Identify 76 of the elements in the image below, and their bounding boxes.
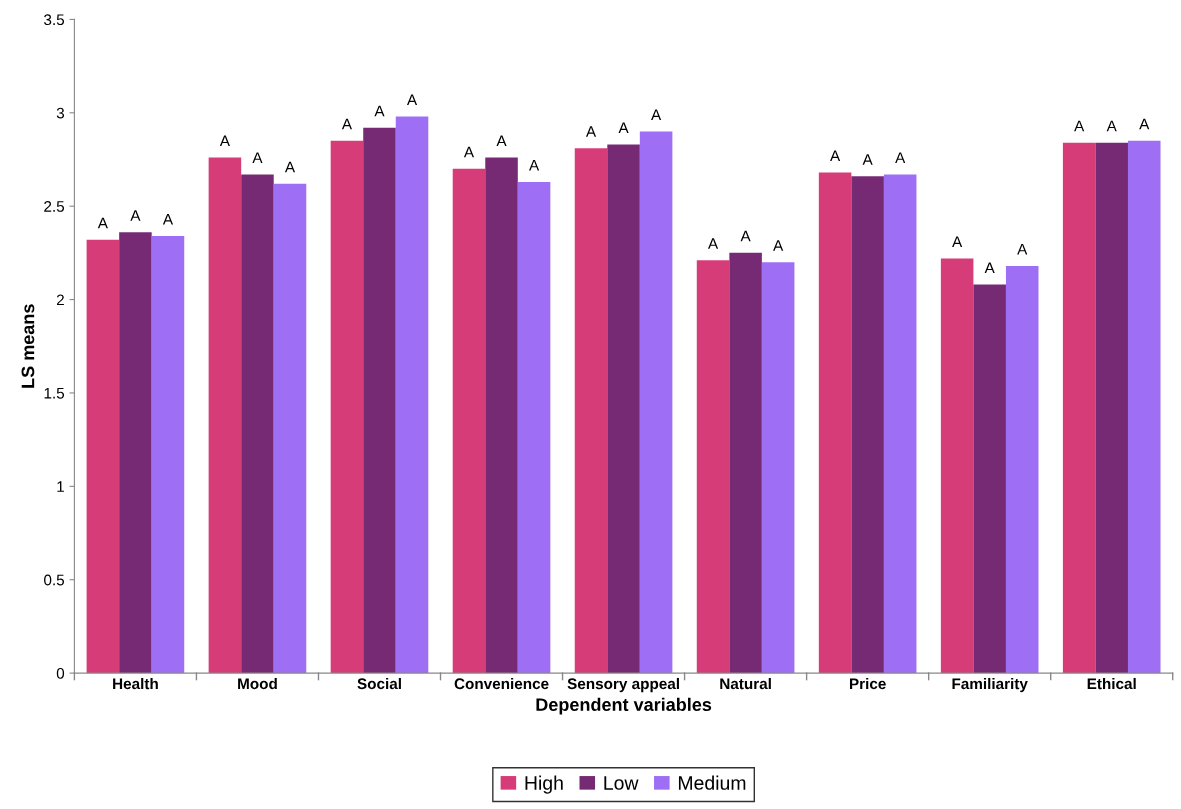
bar <box>639 131 673 674</box>
data-label: A <box>341 118 353 130</box>
x-tick-label: Social <box>357 677 401 690</box>
bar <box>761 262 795 674</box>
data-label: A <box>651 109 662 120</box>
data-label: A <box>895 152 906 163</box>
bar <box>940 258 974 674</box>
data-label: A <box>862 154 873 165</box>
legend-label: High <box>525 775 563 794</box>
data-label: A <box>952 236 963 247</box>
data-label: A <box>284 161 296 173</box>
bar <box>241 174 274 674</box>
x-tick-label: Ethical <box>1087 677 1136 690</box>
bar <box>818 172 852 674</box>
y-axis-title: LS means <box>21 304 35 388</box>
data-label: A <box>406 94 418 106</box>
legend-label: Medium <box>678 775 746 790</box>
x-tick-label: Convenience <box>454 677 549 690</box>
data-label: A <box>374 105 385 117</box>
y-tick-label: 0 <box>56 667 65 679</box>
data-label: A <box>219 135 230 147</box>
x-tick-label: Natural <box>720 677 771 690</box>
data-label: A <box>496 135 507 147</box>
bar <box>696 260 730 674</box>
bar <box>395 116 429 674</box>
x-tick-label: Price <box>849 677 886 690</box>
data-label: A <box>463 146 475 158</box>
bar <box>517 181 551 674</box>
legend-label: Low <box>604 776 639 790</box>
bar <box>452 168 486 674</box>
data-label: A <box>130 210 141 221</box>
y-tick-label: 1.5 <box>44 387 65 399</box>
data-label: A <box>618 122 629 134</box>
bar <box>1062 142 1096 674</box>
bar <box>86 239 120 674</box>
data-label: A <box>1017 243 1028 255</box>
data-label: A <box>984 262 995 274</box>
x-tick-label: Sensory appeal <box>567 677 679 693</box>
bar <box>973 284 1006 674</box>
data-label: A <box>529 159 540 171</box>
data-label: A <box>585 126 597 137</box>
data-label: A <box>708 238 719 249</box>
y-tick-label: 3.5 <box>44 14 65 26</box>
y-tick-label: 2 <box>56 294 64 306</box>
y-tick-label: 1 <box>57 481 64 492</box>
y-tick-label: 3 <box>56 107 65 119</box>
data-label: A <box>162 214 174 225</box>
bar <box>1127 140 1161 674</box>
data-label: A <box>1139 118 1150 130</box>
bar <box>273 183 307 674</box>
data-label: A <box>252 152 263 163</box>
x-axis-title: Dependent variables <box>536 697 712 715</box>
bar <box>151 236 185 674</box>
x-tick-label: Familiarity <box>952 677 1028 693</box>
bar <box>208 157 242 674</box>
data-label: A <box>97 217 108 229</box>
x-tick-label: Mood <box>238 677 277 690</box>
bar <box>363 127 396 674</box>
y-tick-label: 2.5 <box>44 201 65 212</box>
data-label: A <box>1106 120 1117 132</box>
bar <box>729 252 762 674</box>
bar <box>119 232 152 674</box>
y-tick-label: 0.5 <box>44 574 65 586</box>
data-label: A <box>1074 120 1085 132</box>
bar <box>574 148 608 674</box>
bar <box>607 144 640 674</box>
bar <box>851 176 884 674</box>
data-label: A <box>740 230 751 242</box>
data-label: A <box>773 240 784 251</box>
bar <box>330 140 364 674</box>
bar <box>485 157 518 674</box>
x-tick-label: Health <box>113 677 158 690</box>
data-label: A <box>830 150 841 162</box>
bar <box>883 174 917 674</box>
bar <box>1095 142 1128 674</box>
bar <box>1005 265 1039 674</box>
